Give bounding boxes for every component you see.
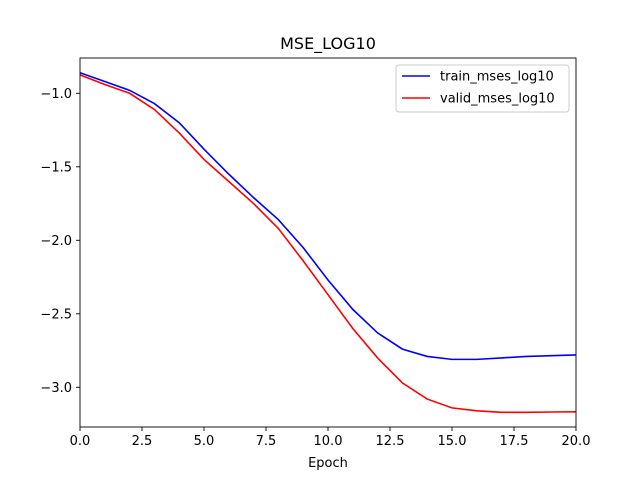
x-tick-label: 5.0 [194, 434, 215, 449]
legend: train_mses_log10 valid_mses_log10 [395, 64, 570, 113]
x-tick-label: 17.5 [500, 434, 529, 449]
y-axis: −1.0 −1.5 −2.0 −2.5 −3.0 [40, 87, 80, 396]
x-tick-label: 15.0 [438, 434, 467, 449]
chart-title: MSE_LOG10 [280, 34, 376, 54]
x-tick-label: 0.0 [70, 434, 91, 449]
x-tick-label: 10.0 [314, 434, 343, 449]
x-axis: 0.0 2.5 5.0 7.5 10.0 12.5 15.0 17.5 20.0 [70, 427, 591, 449]
legend-label-train_mses_log10: train_mses_log10 [440, 70, 554, 85]
x-tick-label: 2.5 [132, 434, 153, 449]
y-tick-label: −2.5 [40, 307, 72, 322]
plot-area [79, 57, 577, 428]
y-tick-label: −1.0 [40, 87, 72, 102]
x-tick-label: 20.0 [562, 434, 591, 449]
series-line-valid_mses_log10 [79, 74, 577, 414]
x-tick-label: 12.5 [376, 434, 405, 449]
series-line-train_mses_log10 [79, 71, 577, 361]
y-tick-label: −2.0 [40, 234, 72, 249]
legend-box [395, 64, 570, 113]
x-axis-label: Epoch [308, 456, 348, 471]
legend-label-valid_mses_log10: valid_mses_log10 [440, 92, 555, 107]
y-tick-label: −1.5 [40, 160, 72, 175]
plot-frame [79, 57, 577, 428]
y-tick-label: −3.0 [40, 381, 72, 396]
x-tick-label: 7.5 [256, 434, 277, 449]
